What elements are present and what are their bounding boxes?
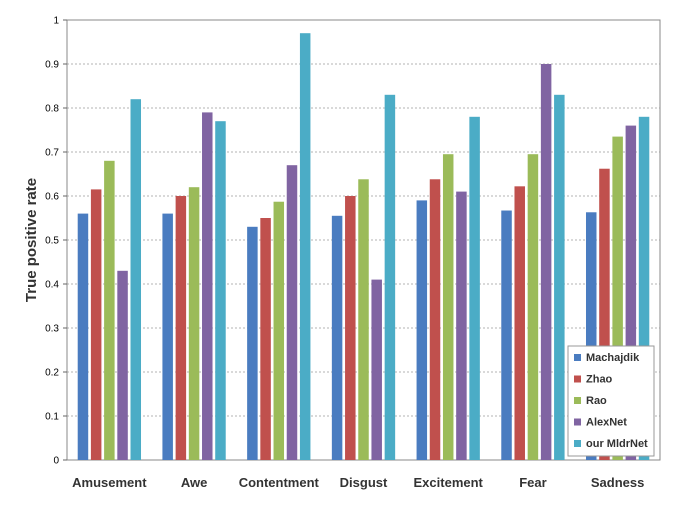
y-axis-ticks: 0 0.1 0.2 0.3 0.4 0.5 0.6 0.7 0.8 0.9 1 <box>45 16 67 467</box>
bar-our-mldrnet-disgust <box>384 94 396 461</box>
legend-box <box>567 345 655 457</box>
bar-alexnet-sadness <box>625 125 637 460</box>
legend-label: Rao <box>586 395 607 407</box>
x-category-label: Contentment <box>239 475 320 490</box>
x-category-label: Disgust <box>340 475 388 490</box>
y-tick-label: 0.3 <box>45 324 59 335</box>
bar-alexnet-amusement <box>117 270 128 460</box>
bar-our-mldrnet-contentment <box>299 33 311 460</box>
y-tick-label: 0.6 <box>45 192 59 203</box>
bar-machajdik-fear <box>501 210 512 460</box>
bar-our-mldrnet-excitement <box>469 116 480 461</box>
bar-alexnet-disgust <box>371 279 382 460</box>
bar-alexnet-contentment <box>286 165 298 460</box>
y-tick-label: 0.2 <box>45 368 59 379</box>
bar-alexnet-excitement <box>456 191 467 460</box>
x-category-label: Excitement <box>414 475 484 490</box>
y-tick-label: 0 <box>53 456 59 467</box>
bar-machajdik-contentment <box>247 226 258 460</box>
bar-rao-contentment <box>273 201 285 460</box>
legend-swatch <box>574 440 581 447</box>
bars <box>77 33 650 461</box>
bar-zhao-fear <box>514 186 525 460</box>
x-category-label: Awe <box>181 475 208 490</box>
bar-our-mldrnet-awe <box>215 121 226 460</box>
bar-alexnet-awe <box>202 112 213 461</box>
y-axis-label: True positive rate <box>23 178 40 302</box>
legend: Machajdik Zhao Rao AlexNet our MldrNet <box>567 345 655 457</box>
bar-zhao-awe <box>175 196 187 460</box>
legend-label: AlexNet <box>586 417 627 429</box>
legend-swatch <box>574 397 581 404</box>
y-tick-label: 0.7 <box>45 148 59 159</box>
bar-alexnet-fear <box>540 64 552 460</box>
x-category-label: Fear <box>519 475 546 490</box>
bar-zhao-sadness <box>599 168 610 460</box>
bar-zhao-amusement <box>90 189 102 460</box>
bar-zhao-disgust <box>345 196 356 460</box>
x-axis-categories: Amusement Awe Contentment Disgust Excitement… <box>72 475 644 490</box>
bar-rao-disgust <box>358 179 369 460</box>
y-tick-label: 0.8 <box>45 104 59 115</box>
bar-rao-awe <box>188 187 200 460</box>
bar-machajdik-disgust <box>331 215 343 460</box>
legend-swatch <box>574 418 581 426</box>
bar-rao-amusement <box>104 160 115 461</box>
bar-machajdik-sadness <box>585 212 597 460</box>
bar-our-mldrnet-sadness <box>638 116 650 461</box>
y-tick-label: 0.9 <box>45 60 59 71</box>
bar-rao-fear <box>527 154 539 460</box>
y-tick-label: 1 <box>53 16 59 27</box>
bar-our-mldrnet-amusement <box>130 99 142 460</box>
bar-rao-sadness <box>612 136 623 460</box>
legend-label: Zhao <box>586 374 613 386</box>
legend-swatch <box>574 375 581 383</box>
bar-rao-excitement <box>442 154 454 460</box>
bar-our-mldrnet-fear <box>554 94 565 461</box>
legend-swatch <box>574 354 581 361</box>
bar-zhao-excitement <box>429 179 441 460</box>
y-tick-label: 0.1 <box>45 412 59 423</box>
y-tick-label: 0.4 <box>45 280 59 291</box>
x-category-label: Sadness <box>591 475 644 490</box>
bar-machajdik-awe <box>162 213 173 460</box>
legend-label: our MldrNet <box>586 438 648 450</box>
y-tick-label: 0.5 <box>45 236 59 247</box>
x-category-label: Amusement <box>72 475 147 490</box>
bar-zhao-contentment <box>260 218 271 460</box>
bar-machajdik-excitement <box>416 200 428 460</box>
legend-label: Machajdik <box>586 352 640 364</box>
bar-machajdik-amusement <box>77 213 89 460</box>
